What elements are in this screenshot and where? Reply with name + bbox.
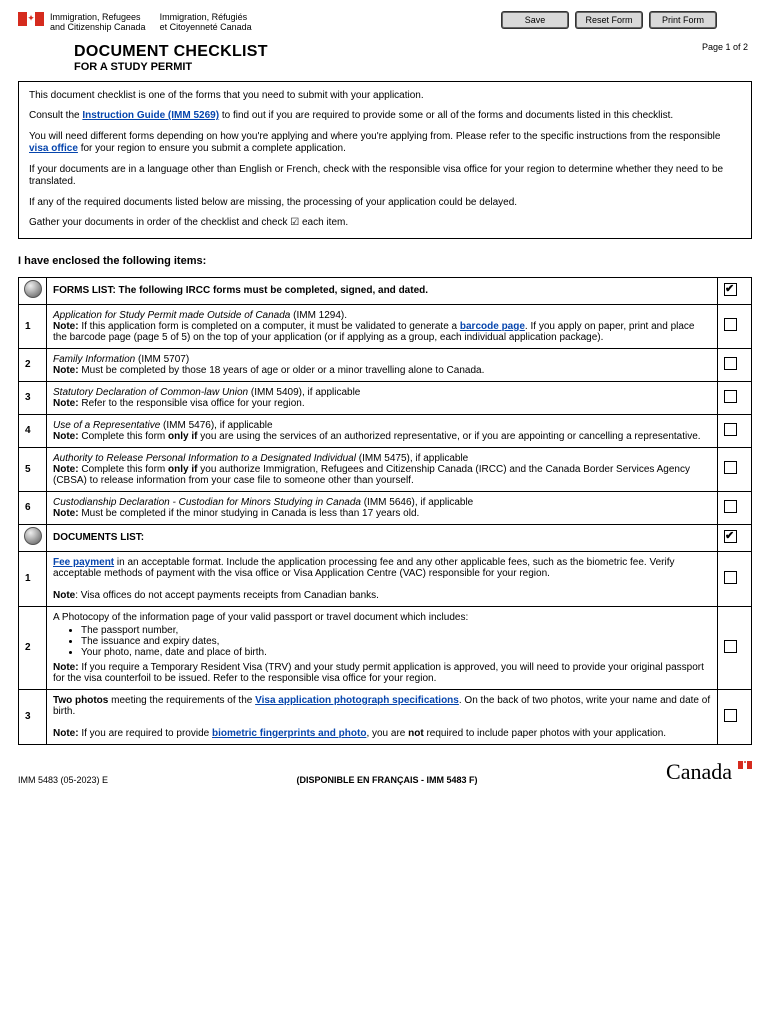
- header: Immigration, Refugees and Citizenship Ca…: [18, 12, 752, 33]
- form-num-4: 4: [19, 414, 47, 447]
- biometric-link[interactable]: biometric fingerprints and photo: [212, 728, 366, 739]
- forms-list-header-row: FORMS LIST: The following IRCC forms mus…: [19, 277, 752, 304]
- intro-box: This document checklist is one of the fo…: [18, 81, 752, 239]
- title-block: DOCUMENT CHECKLIST FOR A STUDY PERMIT: [74, 43, 752, 73]
- form-row-4: 4 Use of a Representative (IMM 5476), if…: [19, 414, 752, 447]
- form-checkbox-4[interactable]: [724, 423, 737, 436]
- intro-p3: You will need different forms depending …: [29, 131, 741, 156]
- footer: IMM 5483 (05-2023) E (DISPONIBLE EN FRAN…: [18, 759, 752, 785]
- passport-li3: Your photo, name, date and place of birt…: [81, 647, 711, 658]
- doc-row-3: 3 Two photos meeting the requirements of…: [19, 689, 752, 744]
- page-subtitle: FOR A STUDY PERMIT: [74, 61, 752, 73]
- save-button[interactable]: Save: [502, 12, 568, 28]
- doc-num-2: 2: [19, 606, 47, 689]
- form-num-6: 6: [19, 491, 47, 524]
- reset-button[interactable]: Reset Form: [576, 12, 642, 28]
- form-code: IMM 5483 (05-2023) E: [18, 775, 108, 785]
- page-number: Page 1 of 2: [702, 42, 748, 52]
- dept-en-line2: and Citizenship Canada: [50, 22, 146, 32]
- intro-p2: Consult the Instruction Guide (IMM 5269)…: [29, 110, 741, 123]
- dept-fr-line2: et Citoyenneté Canada: [160, 22, 252, 32]
- button-bar: Save Reset Form Print Form: [502, 12, 716, 28]
- form-desc-5: Authority to Release Personal Informatio…: [47, 447, 718, 491]
- form-num-1: 1: [19, 304, 47, 348]
- form-row-3: 3 Statutory Declaration of Common-law Un…: [19, 381, 752, 414]
- forms-sphere-icon: [19, 277, 47, 304]
- form-checkbox-2[interactable]: [724, 357, 737, 370]
- canada-flag-icon: [18, 12, 44, 26]
- doc-desc-2: A Photocopy of the information page of y…: [47, 606, 718, 689]
- checklist-table: FORMS LIST: The following IRCC forms mus…: [18, 277, 752, 745]
- department-name: Immigration, Refugees and Citizenship Ca…: [50, 12, 252, 33]
- form-row-5: 5 Authority to Release Personal Informat…: [19, 447, 752, 491]
- documents-list-header-row: DOCUMENTS LIST:: [19, 524, 752, 551]
- doc-num-3: 3: [19, 689, 47, 744]
- intro-p1: This document checklist is one of the fo…: [29, 90, 741, 103]
- forms-list-header: FORMS LIST: The following IRCC forms mus…: [47, 277, 718, 304]
- form-row-1: 1 Application for Study Permit made Outs…: [19, 304, 752, 348]
- canada-wordmark: Canada: [666, 759, 752, 785]
- form-checkbox-5[interactable]: [724, 461, 737, 474]
- intro-p5: If any of the required documents listed …: [29, 197, 741, 210]
- visa-office-link[interactable]: visa office: [29, 143, 78, 154]
- print-button[interactable]: Print Form: [650, 12, 716, 28]
- doc-desc-1: Fee payment in an acceptable format. Inc…: [47, 551, 718, 606]
- enclosed-heading: I have enclosed the following items:: [18, 255, 752, 267]
- documents-list-header: DOCUMENTS LIST:: [47, 524, 718, 551]
- form-num-5: 5: [19, 447, 47, 491]
- form-checkbox-6[interactable]: [724, 500, 737, 513]
- intro-p6: Gather your documents in order of the ch…: [29, 217, 741, 230]
- forms-header-checkbox[interactable]: [724, 283, 737, 296]
- page-title: DOCUMENT CHECKLIST: [74, 43, 752, 61]
- form-desc-4: Use of a Representative (IMM 5476), if a…: [47, 414, 718, 447]
- doc-checkbox-1[interactable]: [724, 571, 737, 584]
- doc-row-2: 2 A Photocopy of the information page of…: [19, 606, 752, 689]
- form-desc-6: Custodianship Declaration - Custodian fo…: [47, 491, 718, 524]
- form-row-6: 6 Custodianship Declaration - Custodian …: [19, 491, 752, 524]
- form-desc-1: Application for Study Permit made Outsid…: [47, 304, 718, 348]
- passport-li2: The issuance and expiry dates,: [81, 636, 711, 647]
- instruction-guide-link[interactable]: Instruction Guide (IMM 5269): [82, 110, 219, 121]
- form-desc-2: Family Information (IMM 5707) Note: Must…: [47, 348, 718, 381]
- doc-row-1: 1 Fee payment in an acceptable format. I…: [19, 551, 752, 606]
- form-num-3: 3: [19, 381, 47, 414]
- form-row-2: 2 Family Information (IMM 5707) Note: Mu…: [19, 348, 752, 381]
- doc-num-1: 1: [19, 551, 47, 606]
- dept-en-line1: Immigration, Refugees: [50, 12, 146, 22]
- form-num-2: 2: [19, 348, 47, 381]
- form-desc-3: Statutory Declaration of Common-law Unio…: [47, 381, 718, 414]
- dept-fr-line1: Immigration, Réfugiés: [160, 12, 252, 22]
- doc-checkbox-2[interactable]: [724, 640, 737, 653]
- disponible-label: (DISPONIBLE EN FRANÇAIS - IMM 5483 F): [297, 775, 478, 785]
- intro-p4: If your documents are in a language othe…: [29, 164, 741, 189]
- passport-list: The passport number, The issuance and ex…: [81, 625, 711, 658]
- barcode-page-link[interactable]: barcode page: [460, 321, 525, 332]
- docs-sphere-icon: [19, 524, 47, 551]
- doc-checkbox-3[interactable]: [724, 709, 737, 722]
- doc-desc-3: Two photos meeting the requirements of t…: [47, 689, 718, 744]
- form-checkbox-3[interactable]: [724, 390, 737, 403]
- form-checkbox-1[interactable]: [724, 318, 737, 331]
- forms-header-checkbox-cell: [718, 277, 752, 304]
- passport-li1: The passport number,: [81, 625, 711, 636]
- photo-spec-link[interactable]: Visa application photograph specificatio…: [255, 695, 459, 706]
- docs-header-checkbox[interactable]: [724, 530, 737, 543]
- wordmark-flag-icon: [738, 761, 752, 769]
- fee-payment-link[interactable]: Fee payment: [53, 557, 114, 568]
